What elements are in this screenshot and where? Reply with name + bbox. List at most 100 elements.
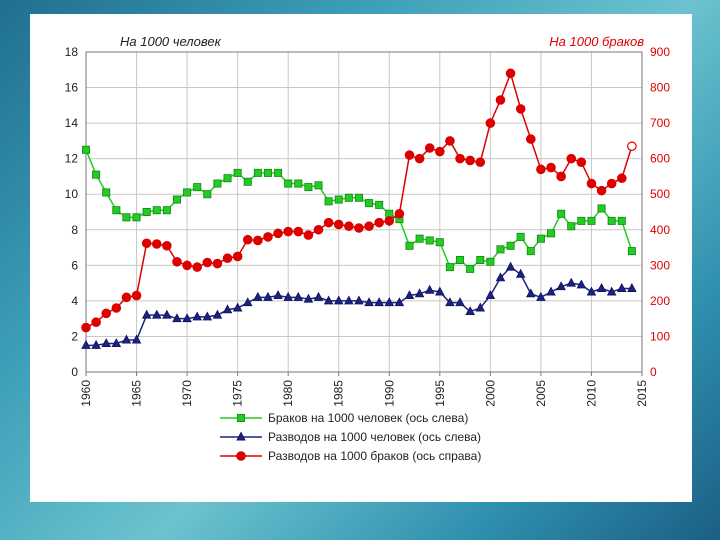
data-point-triangle (414, 288, 425, 298)
data-point-circle (151, 239, 162, 249)
data-point-circle (374, 217, 384, 228)
data-point-triangle (101, 338, 111, 348)
data-point-circle (556, 171, 566, 182)
data-point-triangle (566, 277, 577, 287)
data-point-circle (293, 226, 304, 237)
data-point-circle (606, 178, 617, 189)
data-point-square (344, 193, 353, 202)
data-point-square (547, 229, 556, 238)
data-point-square (405, 241, 414, 250)
data-point-circle (576, 157, 587, 168)
data-point-square (496, 245, 505, 254)
plot-frame (85, 51, 643, 373)
data-point-circle (616, 173, 627, 184)
data-point-triangle (576, 279, 587, 289)
right-tick-label: 700 (650, 116, 670, 130)
data-point-triangle (121, 334, 132, 344)
data-point-square (102, 188, 111, 197)
left-tick-label: 14 (65, 116, 79, 130)
data-point-square (236, 413, 245, 422)
data-point-square (375, 200, 384, 209)
right-tick-label: 400 (650, 223, 670, 237)
data-point-circle (455, 153, 465, 164)
data-point-triangle (293, 291, 304, 301)
data-point-triangle (313, 291, 324, 301)
data-point-triangle (182, 313, 192, 323)
legend-label: Браков на 1000 человек (ось слева) (268, 411, 468, 425)
data-point-square (607, 216, 616, 225)
left-tick-label: 10 (65, 187, 79, 201)
data-point-triangle (606, 286, 617, 296)
data-point-square (597, 204, 606, 213)
data-point-square (203, 190, 212, 199)
data-point-square (415, 234, 424, 243)
data-point-triangle (465, 306, 475, 316)
data-point-square (82, 145, 91, 154)
data-point-square (193, 183, 202, 192)
data-point-square (617, 216, 626, 225)
data-point-circle (475, 157, 486, 168)
right-tick-label: 100 (650, 329, 670, 343)
data-point-square (365, 199, 374, 208)
data-point-circle (435, 146, 445, 157)
right-tick-label: 500 (650, 187, 670, 201)
data-point-circle (515, 104, 526, 114)
data-point-circle (313, 224, 324, 235)
data-point-circle (333, 219, 344, 230)
data-point-square (132, 213, 141, 222)
data-point-triangle (91, 339, 101, 349)
data-point-triangle (404, 290, 415, 300)
data-point-circle (364, 221, 374, 232)
data-point-circle (101, 308, 112, 319)
left-tick-label: 6 (71, 258, 78, 272)
data-point-square (445, 263, 454, 272)
x-tick-label: 1975 (231, 380, 245, 407)
data-point-square (354, 193, 363, 202)
data-point-square (223, 174, 232, 183)
data-point-circle (81, 322, 91, 333)
data-point-triangle (344, 295, 354, 305)
data-point-circle (465, 155, 475, 166)
data-point-square (213, 179, 222, 188)
data-point-square (314, 181, 323, 190)
data-point-square (142, 207, 151, 216)
left-axis-ticks: 0 2 4 6 8 10 12 14 16 18 (65, 45, 79, 379)
data-point-square (587, 216, 596, 225)
data-point-triangle (374, 297, 384, 307)
data-point-triangle (475, 302, 486, 312)
x-tick-label: 2000 (483, 380, 497, 407)
data-point-triangle (617, 282, 627, 292)
data-point-circle (354, 223, 364, 233)
data-point-square (557, 209, 566, 218)
chart-panel: На 1000 человек На 1000 браков 0 2 4 6 8 10 12… (30, 14, 692, 502)
x-tick-label: 1990 (382, 380, 396, 407)
data-point-triangle (495, 272, 506, 282)
x-tick-label: 2015 (635, 380, 649, 407)
left-tick-label: 16 (65, 81, 79, 95)
data-point-square (526, 247, 535, 256)
data-point-square (486, 257, 495, 266)
data-point-triangle (323, 295, 334, 305)
data-point-circle (414, 153, 425, 164)
right-tick-label: 800 (650, 81, 670, 95)
data-point-triangle (283, 291, 293, 301)
data-point-square (294, 179, 303, 188)
data-point-circle (263, 232, 273, 242)
data-point-triangle (333, 295, 344, 305)
data-point-square (425, 236, 434, 245)
chart: На 1000 человек На 1000 браков 0 2 4 6 8 10 12… (65, 34, 671, 463)
right-tick-label: 0 (650, 365, 657, 379)
x-tick-label: 1980 (281, 380, 295, 407)
right-axis-title: На 1000 браков (549, 34, 644, 49)
left-tick-label: 8 (71, 223, 78, 237)
left-tick-label: 18 (65, 45, 79, 59)
data-point-triangle (364, 297, 374, 307)
data-point-square (516, 232, 525, 241)
data-point-triangle (242, 297, 253, 307)
data-point-triangle (222, 304, 233, 314)
data-point-circle (192, 262, 202, 272)
data-point-circle (546, 162, 556, 173)
data-point-triangle (162, 309, 172, 319)
data-point-triangle (536, 291, 546, 301)
data-point-triangle (263, 291, 273, 301)
